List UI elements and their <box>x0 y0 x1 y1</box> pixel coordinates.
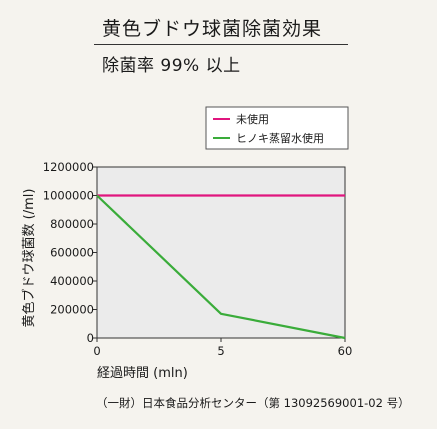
y-tick-label: 600000 <box>50 246 94 260</box>
page-title: 黄色ブドウ球菌除菌効果 <box>102 18 323 40</box>
legend-label-hinoki: ヒノキ蒸留水使用 <box>236 132 324 145</box>
y-tick-label: 1000000 <box>43 189 94 203</box>
series-line-hinoki <box>96 194 346 340</box>
legend-box <box>205 106 349 150</box>
y-axis-label: 黄色ブドウ球菌数 (/ml) <box>21 189 37 328</box>
x-tick-label: 60 <box>338 344 353 358</box>
x-tick-label: 5 <box>217 344 224 358</box>
legend-label-untreated: 未使用 <box>236 113 269 126</box>
title-divider <box>94 44 348 45</box>
y-tick-label: 800000 <box>50 217 94 231</box>
chart-legend: 未使用 ヒノキ蒸留水使用 <box>205 106 349 150</box>
y-tick-label: 1200000 <box>43 160 94 174</box>
y-tick-label: 400000 <box>50 274 94 288</box>
y-tick-label: 200000 <box>50 303 94 317</box>
y-tick-label: 0 <box>87 331 94 345</box>
x-tick-label: 0 <box>93 344 100 358</box>
x-axis-label: 経過時間 (mln) <box>97 366 188 381</box>
series-layer <box>96 194 346 340</box>
data-source-note: （一財）日本食品分析センター（第 13092569001-02 号） <box>96 396 410 410</box>
page-subtitle: 除菌率 99% 以上 <box>102 56 241 76</box>
y-axis: 0 200000 400000 600000 800000 1000000 1200000 <box>43 160 97 345</box>
x-axis: 0 5 60 <box>93 338 352 358</box>
